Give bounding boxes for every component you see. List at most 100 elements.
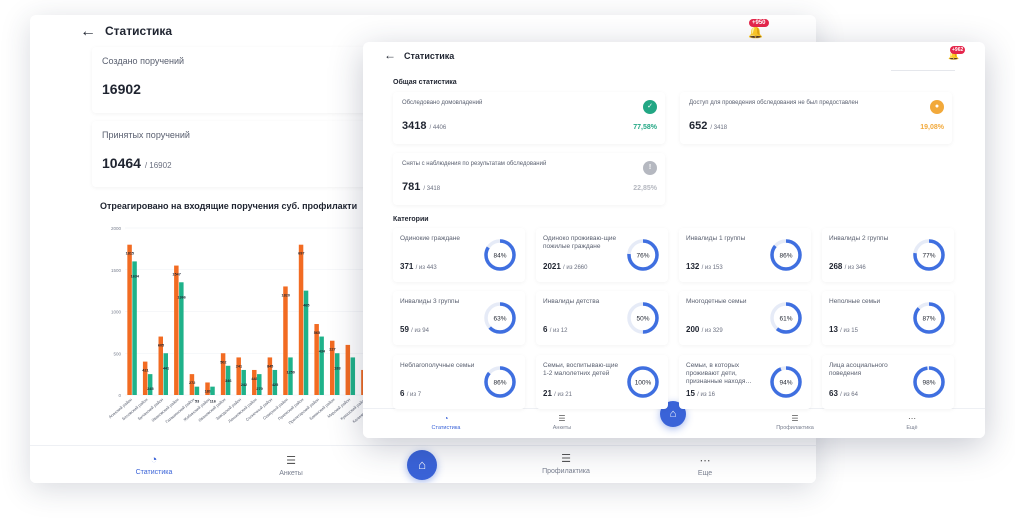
category-card[interactable]: Инвалиды детства 6 / из 12 50% bbox=[536, 291, 668, 345]
lock-icon: ● bbox=[930, 100, 944, 114]
progress-ring: 84% bbox=[484, 239, 516, 271]
stat-label: Доступ для проведения обследования не бы… bbox=[689, 100, 859, 106]
data-label: 189 bbox=[205, 389, 211, 393]
category-value: 21 / из 21 bbox=[543, 389, 572, 398]
category-value: 132 / из 153 bbox=[686, 262, 723, 271]
category-value: 15 / из 16 bbox=[686, 389, 715, 398]
progress-percent: 50% bbox=[636, 316, 649, 323]
progress-percent: 86% bbox=[493, 380, 506, 387]
stat-label: Сняты с наблюдения по результатам обслед… bbox=[402, 161, 547, 167]
category-label: Семьи, в которых проживают дети, признан… bbox=[686, 362, 752, 385]
nav-forms[interactable]: ☰ Анкеты bbox=[534, 414, 590, 431]
category-card[interactable]: Неполные семьи 13 / из 15 87% bbox=[822, 291, 954, 345]
checklist-icon: ☰ bbox=[791, 414, 799, 423]
home-button[interactable]: ⌂ bbox=[407, 450, 437, 480]
bar bbox=[142, 361, 148, 395]
category-card[interactable]: Одиноко проживаю-щие пожилые граждане 202… bbox=[536, 228, 668, 282]
progress-ring-fill bbox=[913, 302, 945, 334]
progress-ring-fill bbox=[913, 239, 945, 271]
category-card[interactable]: Инвалиды 3 группы 59 / из 94 63% bbox=[393, 291, 525, 345]
accepted-orders-card: Принятых поручений 10464 / 16902 bbox=[92, 121, 392, 187]
progress-percent: 76% bbox=[636, 253, 649, 260]
bell-icon[interactable]: 🔔 bbox=[948, 50, 960, 60]
nav-prevention[interactable]: ☰ Профилактика bbox=[767, 414, 823, 431]
category-value: 59 / из 94 bbox=[400, 325, 429, 334]
bottom-navigation: ◔ Статистика ☰ Анкеты ⌂ ☰ Профилактика ⋯… bbox=[30, 445, 816, 483]
home-icon: ⌂ bbox=[669, 408, 677, 420]
progress-ring-fill bbox=[627, 239, 659, 271]
progress-percent: 86% bbox=[779, 253, 792, 260]
bar bbox=[132, 261, 137, 395]
progress-ring-fill bbox=[770, 366, 802, 398]
data-label: 53 bbox=[195, 400, 199, 404]
category-label: Многодетные семьи bbox=[686, 298, 747, 305]
list-icon: ☰ bbox=[286, 455, 296, 467]
data-label: 1250 bbox=[286, 370, 294, 374]
nav-statistics[interactable]: ◔ Статистика bbox=[124, 454, 184, 476]
progress-ring: 87% bbox=[913, 302, 945, 334]
alert-icon: ! bbox=[643, 161, 657, 175]
y-tick-label: 500 bbox=[113, 351, 121, 356]
header: ← Статистика 🔔 +950 bbox=[30, 15, 816, 47]
progress-ring-fill bbox=[484, 366, 516, 398]
back-arrow-icon[interactable]: ← bbox=[80, 23, 96, 40]
bar bbox=[298, 244, 304, 395]
bar bbox=[127, 244, 132, 395]
checklist-icon: ☰ bbox=[561, 453, 571, 465]
bell-icon[interactable]: 🔔 bbox=[748, 25, 763, 39]
category-card[interactable]: Неблагополучные семьи 6 / из 7 86% bbox=[393, 355, 525, 409]
data-label: 245 bbox=[147, 387, 153, 391]
bar bbox=[257, 374, 262, 395]
bar bbox=[189, 374, 195, 395]
category-card[interactable]: Инвалиды 2 группы 268 / из 346 77% bbox=[822, 228, 954, 282]
category-label: Инвалиды 3 группы bbox=[400, 298, 460, 305]
bar bbox=[288, 357, 293, 395]
bar bbox=[350, 357, 356, 395]
notification-badge: +962 bbox=[950, 46, 966, 54]
category-card[interactable]: Семьи, воспитываю-щие 1-2 малолетних дет… bbox=[536, 355, 668, 409]
list-icon: ☰ bbox=[558, 414, 566, 423]
stat-value: 781 / 3418 bbox=[402, 181, 441, 193]
category-label: Лица асоциального поведения bbox=[829, 362, 888, 377]
back-arrow-icon[interactable]: ← bbox=[384, 48, 396, 62]
nav-more[interactable]: ⋯ Еще bbox=[675, 454, 735, 477]
bar bbox=[163, 353, 168, 395]
category-card[interactable]: Инвалиды 1 группы 132 / из 153 86% bbox=[679, 228, 811, 282]
category-label: Неполные семьи bbox=[829, 298, 881, 305]
category-label: Одинокие граждане bbox=[400, 235, 460, 242]
data-label: 605 bbox=[158, 344, 164, 348]
data-label: 1815 bbox=[126, 252, 134, 256]
data-label: 1547 bbox=[172, 273, 180, 277]
nav-more[interactable]: ⋯ Ещё bbox=[884, 414, 940, 431]
y-tick-label: 0 bbox=[118, 393, 121, 398]
category-value: 6 / из 12 bbox=[543, 325, 568, 334]
category-value: 268 / из 346 bbox=[829, 262, 866, 271]
bottom-navigation: ◔ Статистика ☰ Анкеты ⌂ ☰ Профилактика ⋯… bbox=[363, 401, 985, 438]
category-card[interactable]: Одинокие граждане 371 / из 443 84% bbox=[393, 228, 525, 282]
progress-percent: 87% bbox=[922, 316, 935, 323]
category-card[interactable]: Многодетные семьи 200 / из 329 61% bbox=[679, 291, 811, 345]
nav-forms[interactable]: ☰ Анкеты bbox=[261, 454, 321, 477]
bar bbox=[272, 369, 278, 395]
stat-value: 3418 / 4406 bbox=[402, 120, 447, 132]
progress-ring-fill bbox=[770, 239, 802, 271]
bar bbox=[283, 286, 288, 395]
nav-prevention[interactable]: ☰ Профилактика bbox=[536, 452, 596, 475]
bar bbox=[210, 386, 215, 395]
nav-statistics[interactable]: ◔ Статистика bbox=[418, 414, 474, 431]
progress-ring-fill bbox=[484, 239, 516, 271]
data-label: 845 bbox=[267, 364, 273, 368]
data-label: 241 bbox=[236, 364, 242, 368]
category-card[interactable]: Семьи, в которых проживают дети, признан… bbox=[679, 355, 811, 409]
stat-card-removed: Сняты с наблюдения по результатам обслед… bbox=[393, 153, 665, 205]
data-label: 465 bbox=[303, 304, 309, 308]
pie-chart-icon: ◔ bbox=[150, 454, 158, 466]
category-card[interactable]: Лица асоциального поведения 63 / из 64 98% bbox=[822, 355, 954, 409]
progress-percent: 94% bbox=[779, 380, 792, 387]
data-label: 272 bbox=[189, 381, 195, 385]
divider bbox=[891, 70, 955, 71]
category-label: Неблагополучные семьи bbox=[400, 362, 475, 369]
bar bbox=[225, 365, 231, 395]
data-label: 421 bbox=[142, 369, 148, 373]
progress-ring: 77% bbox=[913, 239, 945, 271]
